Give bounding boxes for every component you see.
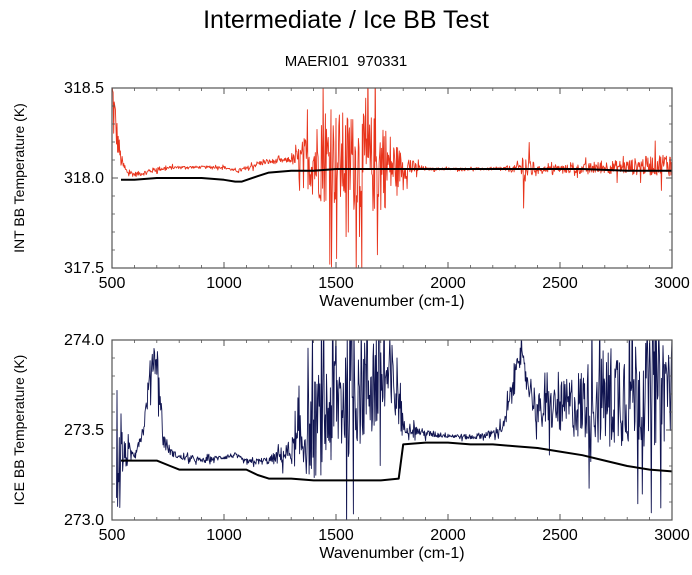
- y-axis-label: ICE BB Temperature (K): [11, 355, 27, 506]
- x-axis-label: Wavenumber (cm-1): [319, 293, 464, 310]
- x-tick-label: 500: [99, 527, 126, 544]
- y-tick-label: 317.5: [64, 260, 104, 277]
- x-tick-label: 1000: [206, 527, 242, 544]
- int-reference-series-line: [121, 168, 672, 183]
- ice-bb-panel: 500 1000 1500 2000 2500 3000 273.0 273.5 274.0 Wa…: [11, 332, 690, 562]
- x-tick-label: 3000: [654, 275, 690, 292]
- chart-title: Intermediate / Ice BB Test: [203, 6, 489, 34]
- y-tick-label: 318.5: [64, 80, 104, 97]
- x-tick-label: 2000: [430, 527, 466, 544]
- y-tick-label: 318.0: [64, 170, 104, 187]
- x-tick-label: 2000: [430, 275, 466, 292]
- ice-noisy-series-line: [116, 340, 672, 520]
- y-axis-label: INT BB Temperature (K): [11, 103, 27, 253]
- x-tick-label: 1500: [318, 275, 354, 292]
- y-tick-label: 273.5: [64, 422, 104, 439]
- x-tick-label: 1500: [318, 527, 354, 544]
- x-tick-label: 2500: [542, 275, 578, 292]
- x-tick-label: 1000: [206, 275, 242, 292]
- int-bb-panel: 500 1000 1500 2000 2500 3000 317.5 318.0 318.5 Wa…: [11, 80, 690, 310]
- x-axis-label: Wavenumber (cm-1): [319, 545, 464, 562]
- chart-subtitle: MAERI01 970331: [284, 53, 408, 70]
- x-tick-label: 3000: [654, 527, 690, 544]
- x-tick-label: 2500: [542, 527, 578, 544]
- ice-reference-series-line: [121, 441, 672, 482]
- x-tick-label: 500: [99, 275, 126, 292]
- y-tick-label: 273.0: [64, 512, 104, 529]
- y-tick-label: 274.0: [64, 332, 104, 349]
